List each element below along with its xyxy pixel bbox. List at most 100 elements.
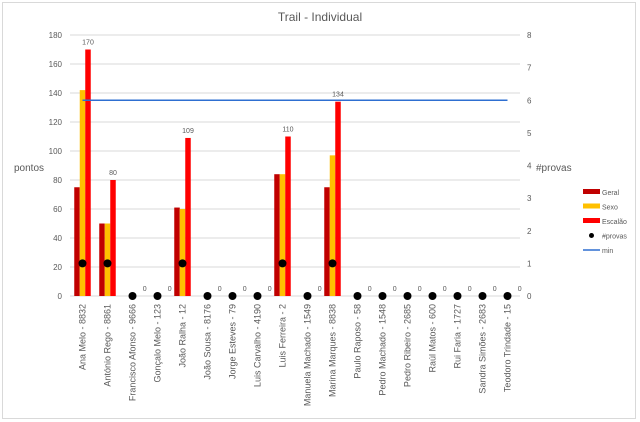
data-label: 110 <box>282 127 293 134</box>
chart-frame <box>2 2 636 419</box>
x-tick-label: João Ralha - 12 <box>178 304 188 368</box>
data-label: 170 <box>82 40 94 47</box>
x-tick-label: Luis Ferreira - 2 <box>278 304 288 368</box>
y2-tick-label: 0 <box>527 292 532 301</box>
data-label: 0 <box>393 286 397 293</box>
provas-point <box>153 292 162 300</box>
provas-point <box>78 259 87 268</box>
x-tick-label: Gonçalo Melo - 123 <box>153 304 163 383</box>
bar-geral <box>324 187 330 296</box>
y2-tick-label: 8 <box>527 31 532 40</box>
provas-point <box>328 259 337 268</box>
legend-label: Sexo <box>602 205 618 212</box>
provas-point <box>203 292 212 300</box>
y-tick-label: 180 <box>49 31 63 40</box>
y2-tick-label: 2 <box>527 227 532 236</box>
legend-label: Geral <box>602 190 620 197</box>
y2-tick-label: 1 <box>527 259 532 268</box>
x-tick-label: Luis Carvalho - 4190 <box>253 304 263 387</box>
provas-point <box>503 292 512 300</box>
provas-point <box>128 292 137 300</box>
x-tick-label: Paulo Raposo - 58 <box>353 304 363 379</box>
bar-geral <box>274 174 280 296</box>
data-label: 0 <box>268 286 272 293</box>
bar-geral <box>74 187 80 296</box>
provas-point <box>278 259 287 268</box>
data-label: 0 <box>368 286 372 293</box>
y2-tick-label: 4 <box>527 162 532 171</box>
bar-escalão <box>85 49 91 296</box>
provas-point <box>303 292 312 300</box>
y2-tick-label: 3 <box>527 194 532 203</box>
legend-swatch <box>583 189 600 194</box>
legend-marker <box>589 233 594 238</box>
x-tick-label: João Sousa - 8176 <box>203 304 213 380</box>
data-label: 0 <box>493 286 497 293</box>
x-tick-label: Ana Melo - 8832 <box>78 304 88 370</box>
data-label: 0 <box>468 286 472 293</box>
bar-escalão <box>110 180 116 296</box>
provas-point <box>228 292 237 300</box>
bar-escalão <box>335 101 341 296</box>
y-tick-label: 120 <box>49 118 63 127</box>
bar-geral <box>174 207 180 296</box>
y2-tick-label: 7 <box>527 64 532 73</box>
x-tick-label: Teodoro Trindade - 15 <box>503 304 513 392</box>
bar-sexo <box>79 90 86 296</box>
legend-label: Escalão <box>602 219 627 226</box>
provas-point <box>353 292 362 300</box>
data-label: 0 <box>518 286 522 293</box>
provas-point <box>178 259 187 268</box>
data-label: 109 <box>182 128 194 135</box>
y-axis-label: pontos <box>14 163 44 174</box>
x-tick-label: Jorge Esteves - 79 <box>228 304 238 379</box>
bar-escalão <box>185 137 191 296</box>
provas-point <box>378 292 387 300</box>
x-tick-label: António Rego - 8861 <box>103 304 113 387</box>
data-label: 134 <box>332 92 344 99</box>
provas-point <box>453 292 462 300</box>
data-label: 0 <box>243 286 247 293</box>
x-tick-label: Sandra Simões - 2683 <box>478 304 488 394</box>
data-label: 0 <box>443 286 447 293</box>
bar-sexo <box>179 209 186 296</box>
x-tick-label: Manuela Machado - 1549 <box>303 304 313 406</box>
bar-sexo <box>329 155 336 296</box>
legend-label: min <box>602 248 613 255</box>
y-tick-label: 40 <box>53 234 62 243</box>
data-label: 0 <box>218 286 222 293</box>
provas-point <box>103 259 112 268</box>
y2-tick-label: 5 <box>527 129 532 138</box>
y-tick-label: 140 <box>49 89 63 98</box>
bar-geral <box>99 223 105 296</box>
provas-point <box>253 292 262 300</box>
y-tick-label: 80 <box>53 176 62 185</box>
data-label: 0 <box>318 286 322 293</box>
y-tick-label: 100 <box>49 147 63 156</box>
data-label: 0 <box>143 286 147 293</box>
legend-label: #provas <box>602 234 627 241</box>
data-label: 80 <box>109 170 117 177</box>
y-tick-label: 0 <box>58 292 63 301</box>
legend-swatch <box>583 203 600 209</box>
data-label: 0 <box>168 286 172 293</box>
provas-point <box>428 292 437 300</box>
legend-swatch <box>583 218 600 223</box>
x-tick-label: Marina Marques - 8838 <box>328 304 338 397</box>
data-label: 0 <box>418 286 422 293</box>
x-tick-label: Raúl Matos - 600 <box>428 304 438 373</box>
bar-sexo <box>279 174 286 296</box>
y2-tick-label: 6 <box>527 96 532 105</box>
x-tick-label: Pedro Machado - 1548 <box>378 304 388 396</box>
x-tick-label: Pedro Ribeiro - 2685 <box>403 304 413 387</box>
y2-axis-label: #provas <box>536 163 572 174</box>
chart-title: Trail - Individual <box>278 10 362 24</box>
provas-point <box>478 292 487 300</box>
y-tick-label: 160 <box>49 60 63 69</box>
x-tick-label: Francisco Afonso - 9666 <box>128 304 138 401</box>
y-tick-label: 60 <box>53 205 62 214</box>
y-tick-label: 20 <box>53 263 62 272</box>
bar-escalão <box>285 136 291 296</box>
